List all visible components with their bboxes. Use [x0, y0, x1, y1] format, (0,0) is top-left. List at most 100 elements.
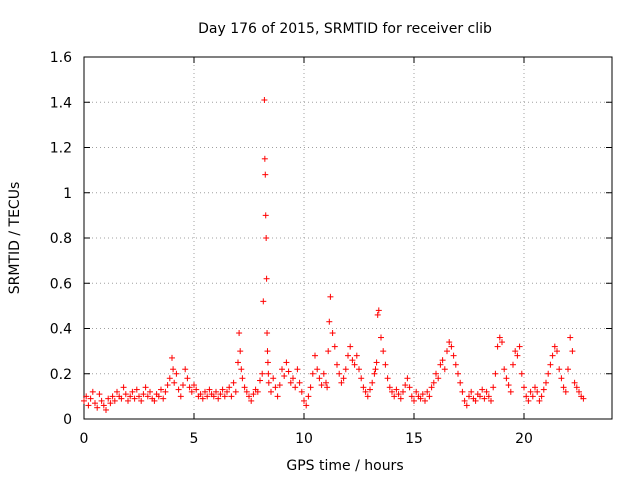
data-point: [109, 393, 116, 400]
data-point: [545, 370, 552, 377]
data-point: [507, 388, 514, 395]
data-point: [202, 388, 208, 395]
data-point: [206, 386, 213, 393]
data-point: [283, 359, 290, 366]
data-point: [358, 375, 365, 382]
data-point: [298, 388, 305, 395]
data-point: [230, 379, 237, 386]
data-point: [142, 384, 149, 391]
data-point: [270, 375, 277, 382]
y-tick-label: 0.8: [50, 231, 72, 247]
data-point: [481, 395, 488, 402]
data-point: [400, 388, 406, 395]
data-point: [259, 370, 266, 377]
data-point: [264, 330, 271, 337]
data-point: [496, 334, 503, 341]
data-point: [188, 388, 195, 395]
data-point: [261, 155, 268, 162]
data-point: [133, 386, 140, 393]
data-point: [468, 388, 475, 395]
x-tick-label: 20: [515, 431, 533, 447]
data-point: [441, 366, 448, 373]
data-point: [210, 393, 217, 400]
data-point: [406, 384, 413, 391]
data-point: [569, 348, 576, 355]
data-point: [433, 370, 439, 377]
data-point: [197, 391, 204, 398]
data-point: [98, 397, 105, 404]
data-point: [439, 357, 446, 364]
data-point: [378, 334, 384, 341]
data-point: [459, 388, 466, 395]
data-point: [430, 379, 437, 386]
data-point: [94, 404, 101, 411]
data-point: [184, 375, 191, 382]
data-point: [257, 377, 263, 384]
data-point: [175, 386, 182, 393]
data-point: [305, 393, 312, 400]
data-point: [485, 393, 492, 400]
data-point: [238, 366, 245, 373]
data-point: [463, 402, 470, 409]
data-points: [81, 96, 587, 413]
data-point: [281, 373, 288, 380]
x-axis-label: GPS time / hours: [286, 458, 403, 474]
data-point: [164, 382, 171, 389]
data-point: [437, 361, 444, 368]
data-point: [349, 357, 356, 364]
data-point: [536, 397, 543, 404]
data-point: [180, 382, 186, 389]
data-point: [294, 366, 301, 373]
data-point: [292, 384, 299, 391]
data-point: [340, 375, 347, 382]
data-point: [264, 359, 271, 366]
data-point: [424, 388, 431, 395]
data-point: [446, 339, 453, 346]
data-point: [182, 366, 189, 373]
data-point: [483, 388, 490, 395]
data-point: [320, 370, 327, 377]
data-point: [226, 384, 233, 391]
data-point: [213, 388, 219, 395]
data-point: [219, 386, 226, 393]
data-point: [263, 235, 270, 241]
data-point: [543, 379, 549, 386]
data-point: [374, 311, 381, 318]
data-point: [422, 397, 428, 404]
data-point: [138, 397, 145, 404]
data-point: [136, 393, 142, 400]
data-point: [96, 391, 103, 398]
data-point: [303, 402, 310, 409]
data-point: [169, 354, 175, 361]
data-point: [477, 393, 483, 400]
data-point: [151, 397, 158, 404]
data-point: [171, 379, 178, 386]
data-point: [166, 375, 173, 382]
data-point: [111, 397, 118, 404]
data-point: [118, 395, 125, 402]
data-point: [411, 397, 417, 404]
data-point: [327, 293, 334, 300]
data-point: [236, 330, 243, 337]
data-point: [448, 343, 455, 350]
x-tick-label: 0: [80, 431, 89, 447]
data-point: [248, 397, 255, 404]
data-point: [580, 395, 587, 402]
data-point: [191, 382, 197, 389]
data-point: [408, 393, 415, 400]
y-tick-label: 0.2: [50, 367, 72, 383]
data-point: [362, 388, 369, 395]
x-tick-label: 5: [190, 431, 199, 447]
data-point: [393, 386, 400, 393]
data-point: [492, 370, 499, 377]
data-point: [83, 393, 90, 400]
x-tick-label: 15: [405, 431, 423, 447]
data-point: [217, 391, 224, 398]
data-point: [452, 361, 459, 368]
data-point: [325, 348, 332, 355]
data-point: [371, 370, 378, 377]
y-tick-label: 0.4: [50, 322, 72, 338]
data-point: [382, 361, 389, 368]
data-point: [144, 393, 151, 400]
data-point: [501, 366, 508, 373]
